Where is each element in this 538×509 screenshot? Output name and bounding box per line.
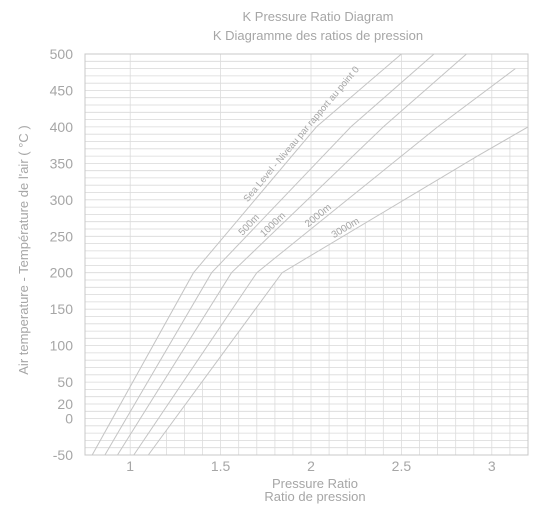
y-axis-label: Air temperature - Température de l'air (…	[16, 125, 31, 374]
y-tick-label: 20	[57, 396, 73, 412]
y-tick-label: -50	[53, 447, 73, 463]
curve-1000m	[117, 53, 467, 456]
x-axis-label: Pressure Ratio	[272, 476, 358, 491]
y-tick-label: 500	[50, 46, 74, 62]
y-tick-label: 300	[50, 192, 74, 208]
x-tick-label: 3	[488, 458, 496, 474]
y-tick-label: 0	[65, 411, 73, 427]
curve-label: 2000m	[303, 202, 334, 230]
curve-500m	[104, 53, 435, 456]
curve-2000m	[133, 68, 516, 456]
y-axis-ticks: -50 020 50 100 150 200 250 300 350 400 450 500	[50, 46, 74, 463]
curve-sea-level	[91, 53, 402, 456]
x-tick-label: 2.5	[392, 458, 412, 474]
y-tick-label: 450	[50, 83, 74, 99]
chart-subtitle: K Diagramme des ratios de pression	[213, 28, 423, 43]
grid	[85, 53, 529, 456]
y-tick-label: 50	[57, 374, 73, 390]
curve-3000m	[147, 126, 529, 456]
y-tick-label: 100	[50, 338, 74, 354]
plot-frame	[84, 53, 529, 456]
y-tick-label: 150	[50, 301, 74, 317]
curve-label: 1000m	[258, 210, 288, 239]
x-axis-ticks: 1 1.5 2 2.5 3	[126, 458, 496, 474]
curve-label-text: 1000m	[258, 210, 288, 239]
y-tick-label: 200	[50, 265, 74, 281]
x-axis-label-fr: Ratio de pression	[264, 489, 365, 504]
y-tick-label: 400	[50, 119, 74, 135]
y-tick-label: 250	[50, 228, 74, 244]
curves	[91, 53, 529, 456]
x-tick-label: 1	[126, 458, 134, 474]
x-tick-label: 2	[307, 458, 315, 474]
chart-title: K Pressure Ratio Diagram	[243, 9, 394, 24]
x-tick-label: 1.5	[211, 458, 231, 474]
curve-label-text: 2000m	[303, 202, 334, 230]
y-tick-label: 350	[50, 155, 74, 171]
